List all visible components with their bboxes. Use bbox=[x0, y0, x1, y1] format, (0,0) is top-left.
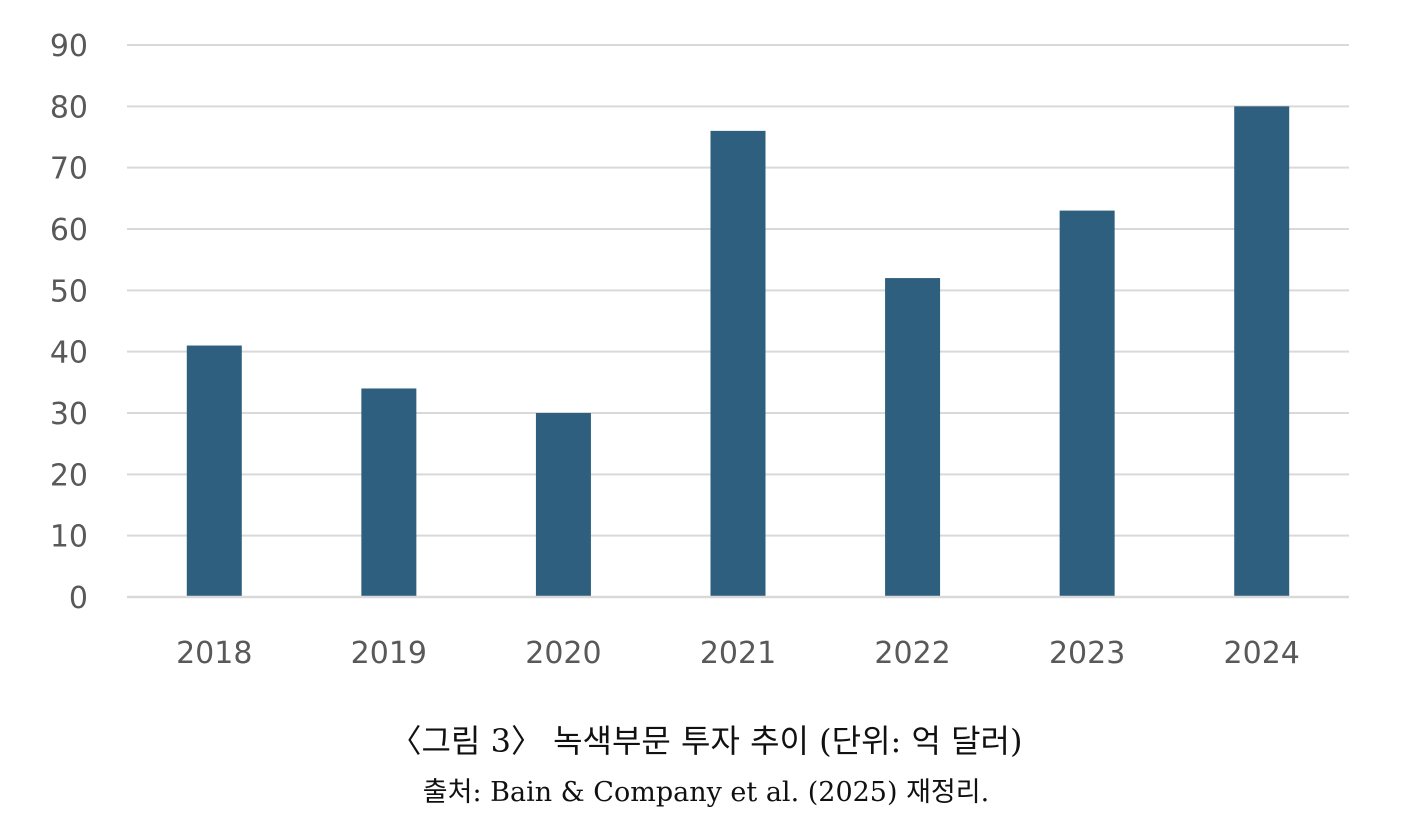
y-tick-label: 50 bbox=[50, 274, 88, 309]
x-tick-label-2019: 2019 bbox=[351, 636, 427, 671]
figure-caption: 〈그림 3〉 녹색부문 투자 추이 (단위: 억 달러) bbox=[389, 722, 1023, 760]
y-tick-label: 80 bbox=[50, 90, 88, 125]
y-tick-label: 70 bbox=[50, 152, 88, 187]
x-tick-label-2022: 2022 bbox=[874, 636, 950, 671]
x-tick-label-2024: 2024 bbox=[1224, 636, 1300, 671]
x-tick-label-2023: 2023 bbox=[1049, 636, 1125, 671]
y-axis-ticks: 0 10 20 30 40 50 60 70 80 90 bbox=[50, 29, 88, 616]
bar-2022 bbox=[885, 278, 941, 597]
bar-2018 bbox=[186, 345, 242, 597]
bar-2023 bbox=[1059, 210, 1115, 597]
x-axis-ticks: 2018 2019 2020 2021 2022 2023 2024 bbox=[176, 636, 1300, 671]
bar-2020 bbox=[535, 413, 591, 597]
y-tick-label: 0 bbox=[69, 581, 88, 616]
y-tick-label: 90 bbox=[50, 29, 88, 64]
x-tick-label-2018: 2018 bbox=[176, 636, 252, 671]
bars bbox=[186, 106, 1290, 597]
bar-2019 bbox=[361, 388, 417, 597]
x-tick-label-2020: 2020 bbox=[525, 636, 601, 671]
bar-chart: 0 10 20 30 40 50 60 70 80 90 2018 2019 2020 2021 2022… bbox=[50, 29, 1349, 671]
source-note: 출처: Bain & Company et al. (2025) 재정리. bbox=[422, 777, 990, 808]
bar-2021 bbox=[710, 130, 766, 597]
y-tick-label: 10 bbox=[50, 520, 88, 555]
y-tick-label: 60 bbox=[50, 213, 88, 248]
bar-2024 bbox=[1234, 106, 1290, 597]
x-tick-label-2021: 2021 bbox=[700, 636, 776, 671]
y-tick-label: 20 bbox=[50, 458, 88, 493]
y-tick-label: 40 bbox=[50, 336, 88, 371]
y-tick-label: 30 bbox=[50, 397, 88, 432]
